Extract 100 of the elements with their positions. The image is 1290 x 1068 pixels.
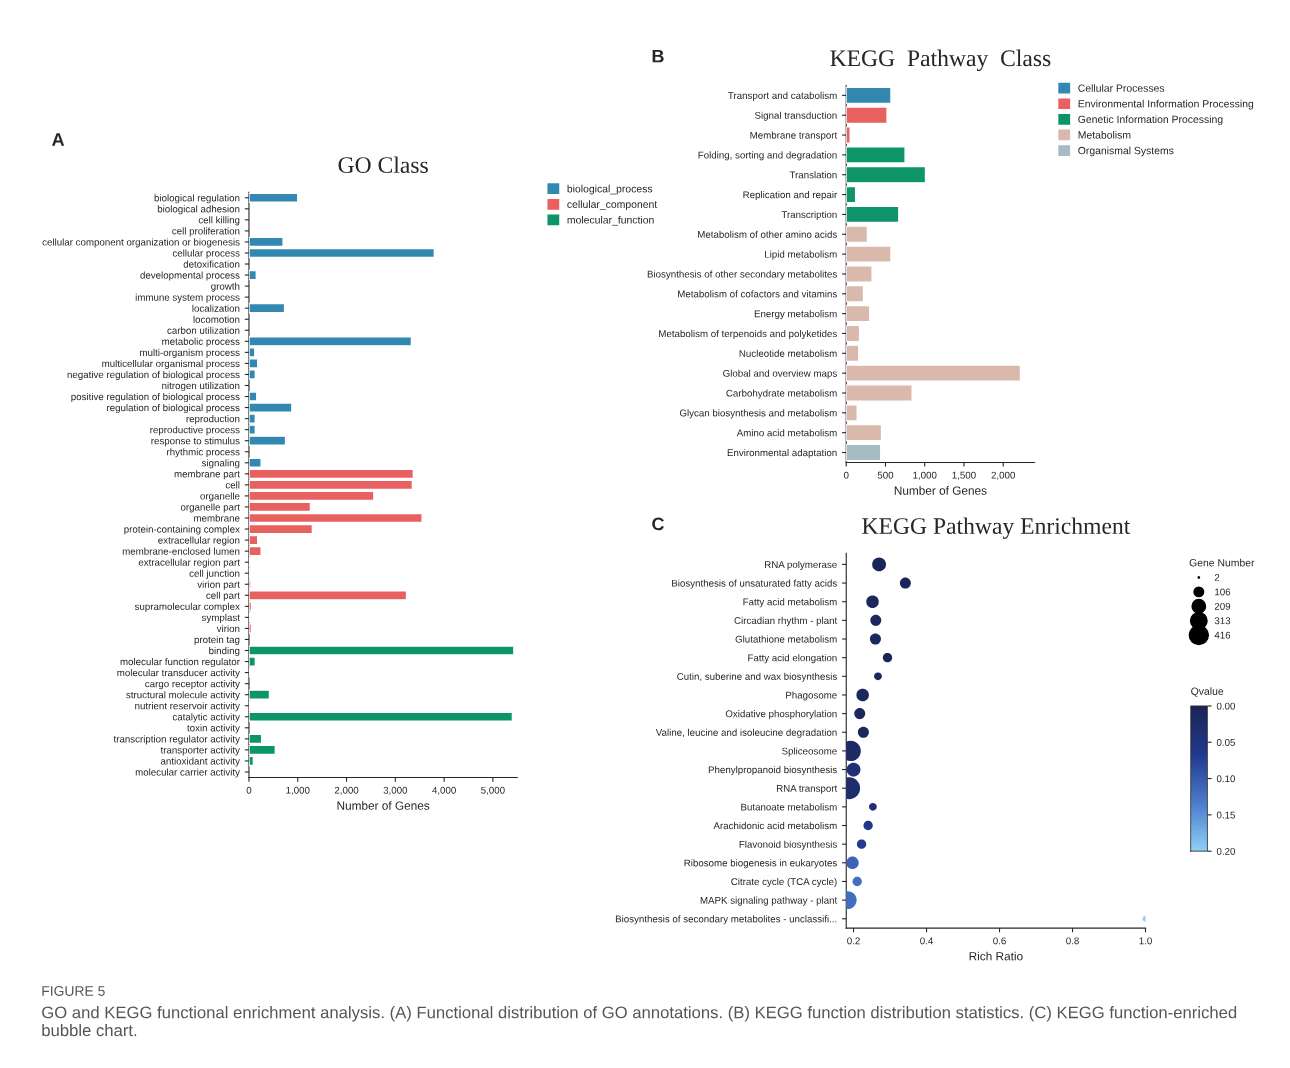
legend-label: Genetic Information Processing bbox=[1078, 115, 1223, 126]
y-tick-label: signaling bbox=[201, 459, 240, 469]
y-tick-label: RNA transport bbox=[776, 785, 838, 794]
y-tick-label: Metabolism of cofactors and vitamins bbox=[678, 290, 837, 298]
y-tick-label: transporter activity bbox=[160, 746, 240, 756]
chart-title: KEGG Pathway Enrichment bbox=[862, 517, 1131, 539]
y-tick-label: catalytic activity bbox=[172, 713, 240, 723]
y-tick-label: reproductive process bbox=[150, 426, 240, 436]
bar bbox=[846, 146, 906, 164]
legend-label: Environmental Information Processing bbox=[1078, 99, 1254, 110]
y-tick-label: membrane-enclosed lumen bbox=[122, 547, 240, 555]
x-tick-label: 0.8 bbox=[1066, 937, 1079, 945]
y-tick-label: cellular component organization or biogenesis bbox=[42, 238, 240, 248]
legend-label: 209 bbox=[1214, 602, 1231, 610]
y-tick-label: Valine, leucine and isoleucine degradation bbox=[655, 728, 837, 738]
y-tick-label: detoxification bbox=[183, 260, 240, 268]
y-tick-label: extracellular region bbox=[158, 536, 240, 546]
y-tick-label: Biosynthesis of unsaturated fatty acids bbox=[672, 579, 837, 589]
legend-label: Organismal Systems bbox=[1078, 146, 1174, 157]
x-tick-label: 0.4 bbox=[920, 937, 934, 945]
y-tick-label: binding bbox=[209, 646, 240, 657]
y-tick-label: supramolecular complex bbox=[134, 602, 240, 612]
y-tick-label: Energy metabolism bbox=[754, 310, 837, 320]
y-tick-label: immune system process bbox=[135, 293, 240, 303]
x-tick-label: 5,000 bbox=[481, 786, 505, 795]
y-tick-label: virion bbox=[216, 624, 240, 633]
y-tick-label: cell junction bbox=[189, 569, 240, 579]
bar bbox=[846, 284, 865, 303]
y-tick-label: Biosynthesis of other secondary metabolites bbox=[647, 270, 837, 280]
x-axis-title: Number of Genes bbox=[337, 801, 430, 810]
y-tick-label: Folding, sorting and degradation bbox=[698, 151, 837, 161]
y-tick-label: Spliceosome bbox=[782, 747, 837, 757]
y-tick-label: antioxidant activity bbox=[160, 757, 240, 767]
y-tick-label: Nucleotide metabolism bbox=[739, 349, 837, 357]
bar bbox=[846, 384, 913, 402]
y-tick-label: developmental process bbox=[140, 271, 240, 281]
legend-label: cellular_component bbox=[567, 200, 658, 211]
y-tick-label: Arachidonic acid metabolism bbox=[713, 821, 837, 830]
x-tick-label: 500 bbox=[877, 471, 894, 479]
y-tick-label: Fatty acid elongation bbox=[748, 654, 837, 664]
y-tick-label: extracellular region part bbox=[138, 558, 240, 568]
y-tick-label: cell part bbox=[206, 591, 240, 601]
legend-label: 2 bbox=[1214, 574, 1220, 581]
x-tick-label: 1,000 bbox=[286, 786, 310, 795]
color-bar-label: 0.05 bbox=[1216, 738, 1235, 746]
bar bbox=[846, 245, 892, 263]
bar bbox=[248, 192, 299, 203]
color-bar-label: 0.00 bbox=[1216, 702, 1236, 710]
y-tick-label: response to stimulus bbox=[151, 437, 240, 447]
x-tick-label: 0.2 bbox=[847, 937, 860, 945]
legend-label: 416 bbox=[1214, 631, 1231, 639]
y-tick-label: molecular carrier activity bbox=[135, 768, 240, 778]
legend-label: biological_process bbox=[567, 184, 653, 195]
y-tick-label: Ribosome biogenesis in eukaryotes bbox=[684, 859, 837, 869]
x-tick-label: 0 bbox=[843, 471, 849, 479]
y-tick-label: Glutathione metabolism bbox=[735, 635, 837, 643]
y-tick-label: Replication and repair bbox=[743, 191, 838, 201]
y-tick-label: RNA polymerase bbox=[765, 560, 837, 570]
y-tick-label: Glycan biosynthesis and metabolism bbox=[679, 409, 837, 419]
y-tick-label: Transport and catabolism bbox=[728, 91, 837, 101]
bar bbox=[846, 126, 851, 144]
y-tick-label: Membrane transport bbox=[750, 131, 838, 141]
x-tick-label: 2,000 bbox=[334, 786, 359, 795]
y-tick-label: Biosynthesis of secondary metabolites - unclassifi... bbox=[615, 915, 837, 925]
y-tick-label: membrane part bbox=[174, 470, 240, 480]
legend-label: 106 bbox=[1215, 588, 1231, 596]
y-tick-label: positive regulation of biological process bbox=[71, 393, 240, 403]
legend-label: Cellular Processes bbox=[1078, 84, 1165, 92]
y-tick-label: carbon utilization bbox=[167, 326, 240, 334]
x-tick-label: 0.6 bbox=[993, 937, 1006, 945]
bar bbox=[846, 324, 861, 343]
chart-title: GO Class bbox=[338, 156, 428, 174]
x-tick-label: 0 bbox=[246, 786, 252, 794]
color-bar-label: 0.20 bbox=[1216, 847, 1236, 855]
y-tick-label: cargo receptor activity bbox=[145, 680, 240, 690]
y-tick-label: Circadian rhythm - plant bbox=[734, 616, 838, 626]
y-tick-label: Global and overview maps bbox=[723, 369, 837, 379]
y-tick-label: biological regulation bbox=[154, 194, 240, 204]
y-tick-label: regulation of biological process bbox=[107, 404, 240, 414]
text: B bbox=[652, 49, 664, 63]
x-tick-label: 4,000 bbox=[432, 786, 456, 795]
x-tick-label: 1,000 bbox=[913, 471, 937, 480]
caption: FIGURE 5 bbox=[42, 986, 105, 996]
y-tick-label: cell killing bbox=[198, 216, 240, 226]
y-tick-label: localization bbox=[192, 304, 240, 312]
bar bbox=[846, 86, 892, 105]
y-tick-label: rhythmic process bbox=[167, 448, 240, 458]
bar bbox=[846, 225, 869, 244]
bar bbox=[248, 302, 286, 314]
y-tick-label: molecular transducer activity bbox=[117, 669, 240, 679]
y-tick-label: Oxidative phosphorylation bbox=[725, 710, 837, 720]
y-tick-label: multicellular organismal process bbox=[102, 359, 240, 369]
color-bar-label: 0.10 bbox=[1216, 775, 1236, 783]
bar bbox=[846, 364, 1022, 382]
y-tick-label: Environmental adaptation bbox=[727, 449, 837, 459]
y-tick-label: transcription regulator activity bbox=[113, 735, 240, 745]
text: A bbox=[52, 133, 65, 146]
y-tick-label: Transcription bbox=[781, 210, 837, 220]
y-tick-label: Citrate cycle (TCA cycle) bbox=[731, 877, 837, 888]
x-tick-label: 1,500 bbox=[952, 471, 976, 480]
